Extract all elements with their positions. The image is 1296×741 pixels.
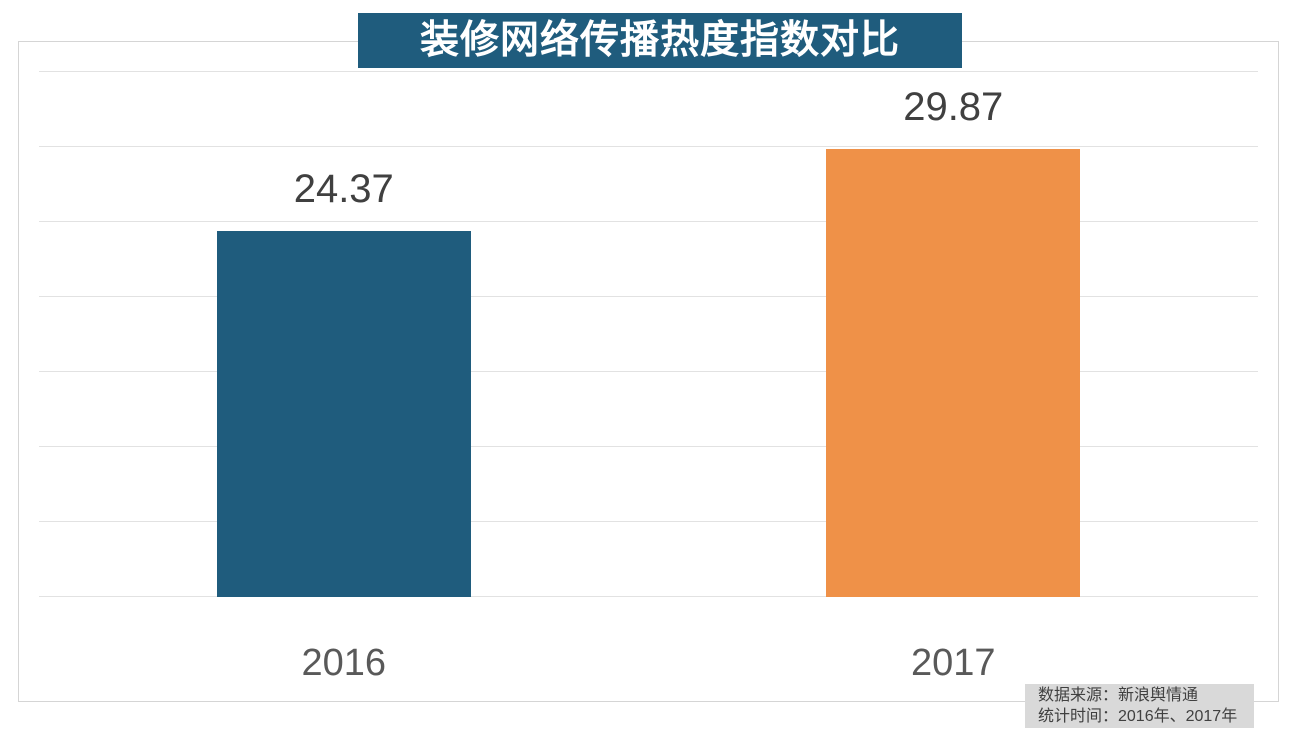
bar-2017 xyxy=(826,148,1081,597)
plot-area: 24.37 2016 29.87 2017 xyxy=(39,71,1258,682)
bar-2016 xyxy=(216,231,471,597)
gridline-y-15 xyxy=(39,371,1258,372)
gridline-y-20 xyxy=(39,296,1258,297)
gridline-y-5 xyxy=(39,521,1258,522)
value-label-2016: 24.37 xyxy=(293,167,394,212)
source-line: 数据来源：新浪舆情通 xyxy=(1038,687,1199,704)
period-line: 统计时间：2016年、2017年 xyxy=(1038,708,1238,725)
category-label-2017: 2017 xyxy=(910,642,996,684)
chart-title: 装修网络传播热度指数对比 xyxy=(419,19,900,62)
value-label-2017: 29.87 xyxy=(903,84,1004,129)
gridline-y-0 xyxy=(39,596,1258,597)
source-note: 数据来源：新浪舆情通 统计时间：2016年、2017年 xyxy=(1025,684,1254,728)
chart-title-banner: 装修网络传播热度指数对比 xyxy=(358,13,962,68)
gridline-y-10 xyxy=(39,446,1258,447)
gridline-y-30 xyxy=(39,146,1258,147)
gridline-y-35 xyxy=(39,71,1258,72)
gridline-y-25 xyxy=(39,221,1258,222)
category-label-2016: 2016 xyxy=(301,642,387,684)
